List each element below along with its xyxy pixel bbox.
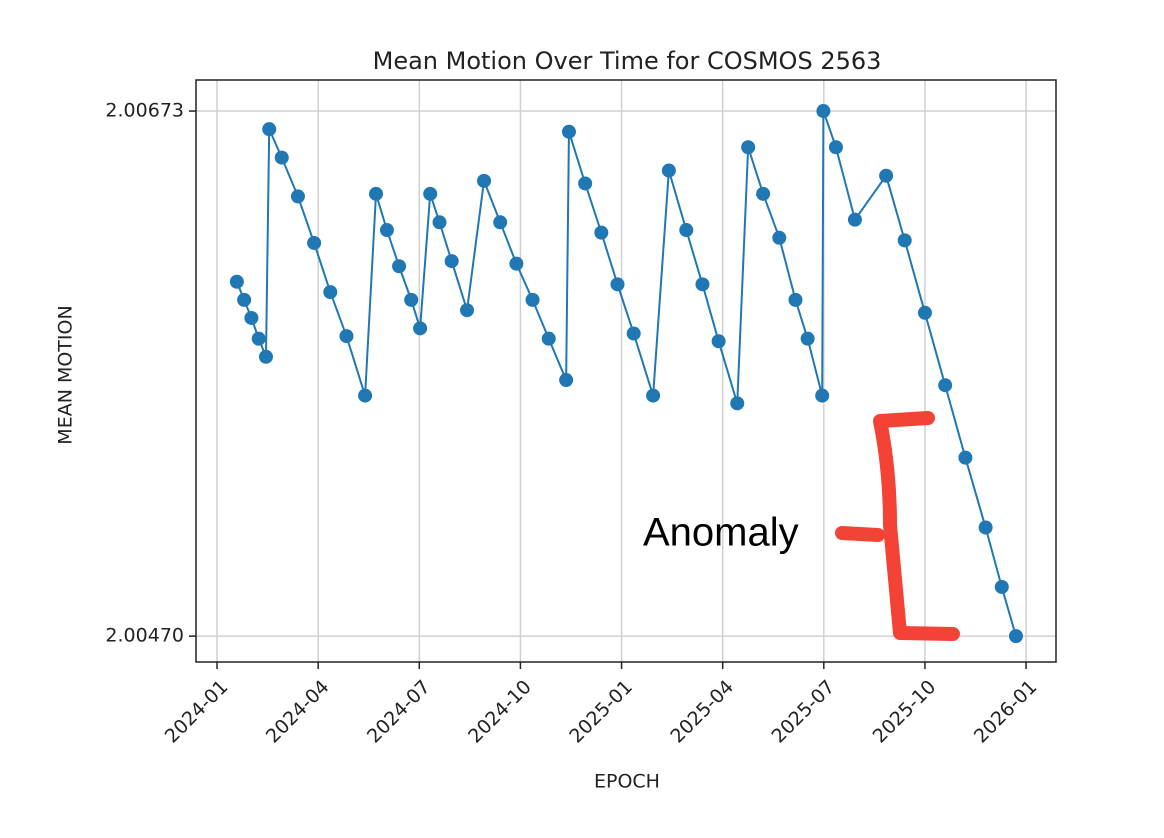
point [460,303,475,318]
point [423,186,438,201]
plot-area [189,79,1057,669]
point [493,215,508,230]
point [262,122,277,137]
point [711,334,726,349]
point [413,321,428,336]
x-tick-label: 2024-07 [363,676,435,748]
point [756,186,771,201]
point [610,277,625,292]
point [879,168,894,183]
point [917,305,932,320]
y-axis-label: MEAN MOTION [55,305,77,444]
point [525,292,540,307]
point [229,274,244,289]
point [307,235,322,250]
point [1008,629,1023,644]
point [358,388,373,403]
x-tick-label: 2025-04 [666,676,738,748]
point [772,230,787,245]
point [679,223,694,238]
point [800,331,815,346]
point [323,285,338,300]
point [541,331,556,346]
point [594,225,609,240]
x-tick-label: 2024-04 [262,676,334,748]
point [369,186,384,201]
point [559,373,574,388]
point [897,233,912,248]
point [741,140,756,155]
point [847,212,862,227]
point [392,259,407,274]
point [994,579,1009,594]
x-axis-label: EPOCH [594,771,660,793]
x-tick-label: 2024-10 [464,676,536,748]
y-tick-label: 2.00673 [105,100,184,122]
x-tick-label: 2025-10 [869,676,941,748]
point [978,520,993,535]
bracket-shape [873,411,960,641]
point [444,254,459,269]
bracket-pointer [835,526,885,542]
point [815,388,830,403]
x-tick-label: 2026-01 [970,676,1042,748]
axes-frame [195,79,1057,663]
point [561,124,576,139]
x-tick-label: 2024-01 [161,676,233,748]
point [828,140,843,155]
point [404,292,419,307]
point [379,223,394,238]
bracket [835,411,960,641]
point [237,292,252,307]
point [578,176,593,191]
annotation: Anomaly [643,511,799,555]
point [432,215,447,230]
point [477,173,492,188]
point [274,150,289,165]
point [626,326,641,341]
point [788,292,803,307]
point [290,189,305,204]
point [661,163,676,178]
point [958,450,973,465]
point [816,104,831,119]
x-tick-label: 2025-07 [768,676,840,748]
point [646,388,661,403]
point [509,256,524,271]
x-tick-label: 2025-01 [565,676,637,748]
point [938,378,953,393]
y-tick-label: 2.00470 [105,625,184,647]
point [339,329,354,344]
point [258,349,273,364]
chart-title: Mean Motion Over Time for COSMOS 2563 [373,47,882,75]
point [251,331,266,346]
point [695,277,710,292]
point [730,396,745,411]
point [244,310,259,325]
